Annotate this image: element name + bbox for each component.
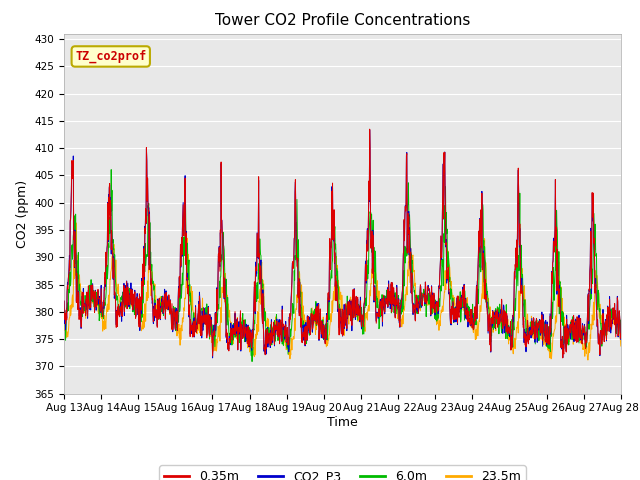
CO2_P3 <box>170 312 178 318</box>
6.0m <box>552 261 559 266</box>
Legend: 0.35m, CO2_P3, 6.0m, 23.5m: 0.35m, CO2_P3, 6.0m, 23.5m <box>159 465 525 480</box>
6.0m <box>617 317 625 323</box>
0.35m <box>60 298 68 304</box>
23.5m <box>184 252 192 257</box>
6.0m <box>429 300 437 305</box>
Line: 23.5m: 23.5m <box>64 223 621 360</box>
23.5m <box>551 326 559 332</box>
23.5m <box>60 317 68 323</box>
0.35m <box>617 331 625 337</box>
0.35m <box>366 126 374 132</box>
6.0m <box>248 359 256 364</box>
X-axis label: Time: Time <box>327 416 358 429</box>
0.35m <box>170 313 178 319</box>
CO2_P3 <box>617 335 625 341</box>
0.35m <box>184 291 191 297</box>
23.5m <box>502 321 509 326</box>
6.0m <box>184 277 192 283</box>
Line: 6.0m: 6.0m <box>64 169 621 361</box>
CO2_P3 <box>184 287 191 293</box>
0.35m <box>429 301 437 307</box>
CO2_P3 <box>502 325 510 331</box>
0.35m <box>502 312 509 318</box>
CO2_P3 <box>246 335 254 341</box>
Title: Tower CO2 Profile Concentrations: Tower CO2 Profile Concentrations <box>214 13 470 28</box>
6.0m <box>502 302 510 308</box>
CO2_P3 <box>552 177 559 182</box>
6.0m <box>108 167 115 172</box>
CO2_P3 <box>60 299 68 304</box>
23.5m <box>171 315 179 321</box>
23.5m <box>429 310 437 315</box>
23.5m <box>584 357 592 363</box>
CO2_P3 <box>366 127 374 132</box>
CO2_P3 <box>429 305 437 311</box>
23.5m <box>617 343 625 349</box>
Y-axis label: CO2 (ppm): CO2 (ppm) <box>16 180 29 248</box>
23.5m <box>246 343 254 348</box>
0.35m <box>551 226 559 232</box>
6.0m <box>246 343 254 348</box>
0.35m <box>559 355 566 361</box>
0.35m <box>246 329 254 335</box>
Line: 0.35m: 0.35m <box>64 129 621 358</box>
Text: TZ_co2prof: TZ_co2prof <box>75 50 147 63</box>
6.0m <box>171 318 179 324</box>
CO2_P3 <box>209 355 216 361</box>
23.5m <box>72 220 80 226</box>
6.0m <box>60 318 68 324</box>
Line: CO2_P3: CO2_P3 <box>64 130 621 358</box>
